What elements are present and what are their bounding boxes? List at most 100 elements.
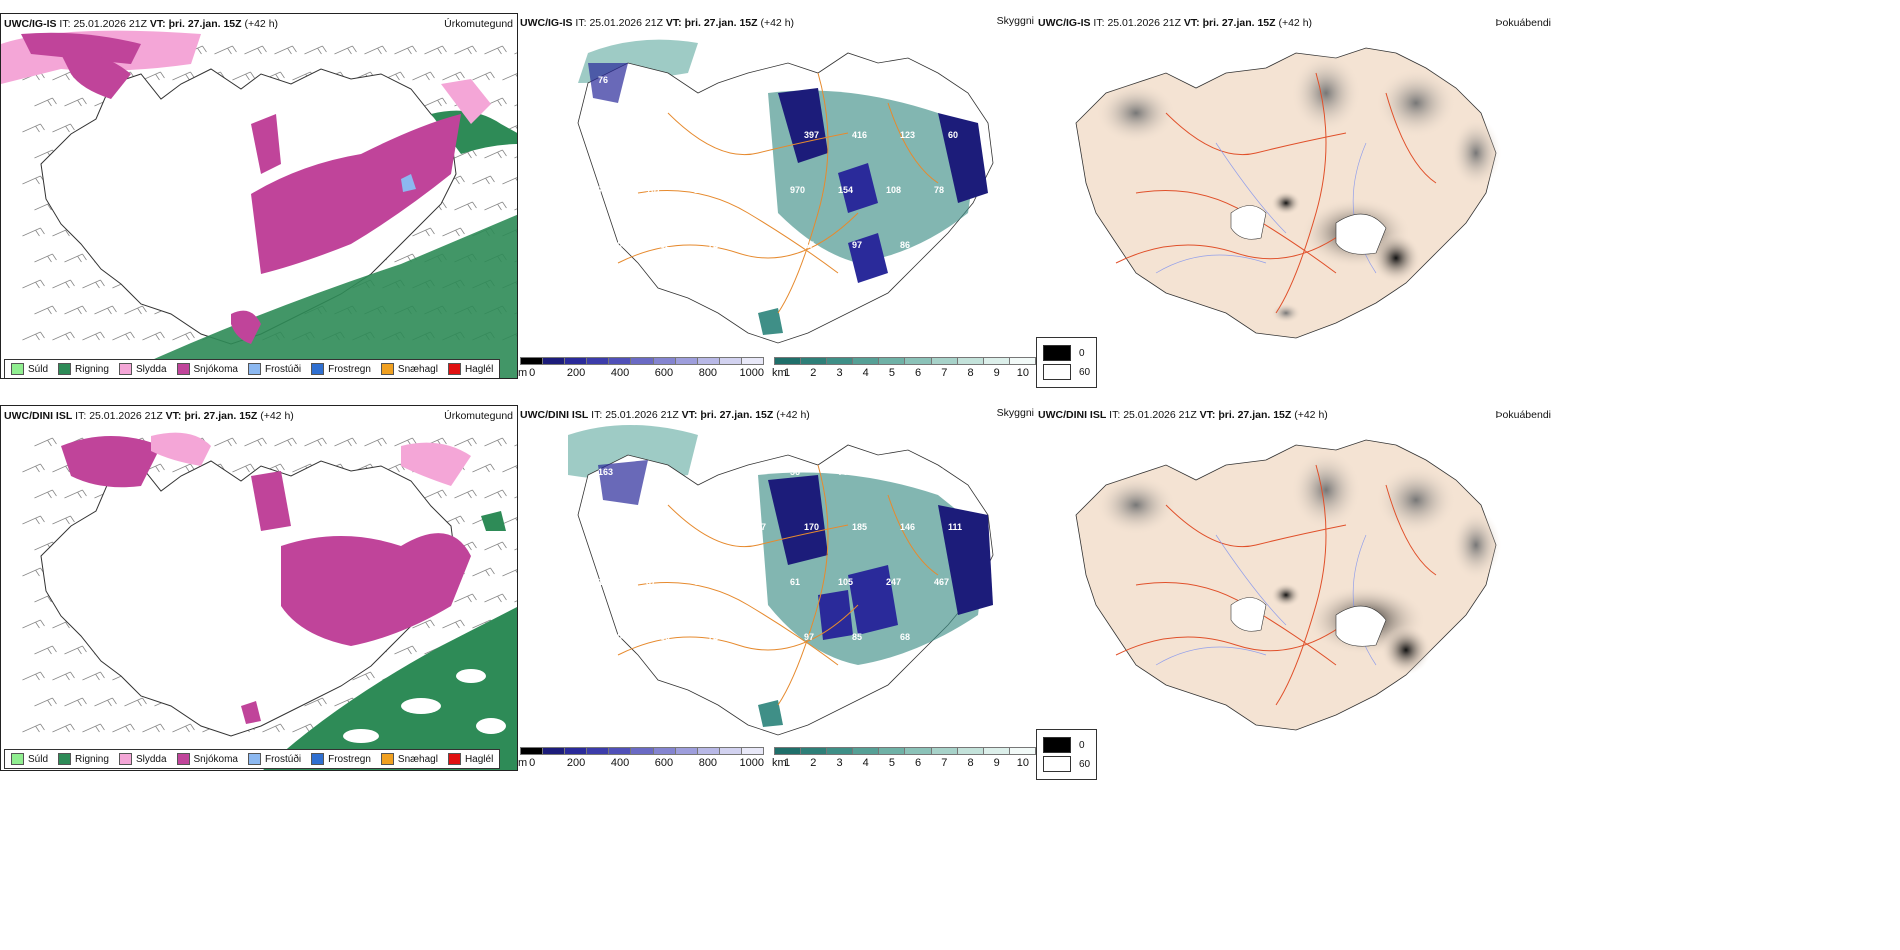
fog-map-bottom[interactable] bbox=[1036, 405, 1553, 771]
wind-barb bbox=[454, 437, 477, 447]
wind-barb bbox=[364, 45, 387, 55]
colorbar-tick-label: 7 bbox=[941, 367, 948, 379]
wind-barb bbox=[502, 569, 517, 577]
vt-value: þri. 27.jan. 15Z bbox=[700, 409, 774, 421]
legend-item: Frostregn bbox=[311, 753, 371, 765]
wind-barb bbox=[142, 331, 165, 341]
legend-item: Frostúði bbox=[247, 753, 301, 765]
visibility-value-label: 170 bbox=[804, 522, 819, 532]
wind-barb bbox=[484, 149, 507, 159]
legend-swatch bbox=[380, 363, 394, 375]
wind-barb bbox=[442, 227, 465, 237]
visibility-value-label: 76 bbox=[598, 75, 608, 85]
wind-barb bbox=[502, 73, 517, 81]
precip-legend: Súld Rigning Slydda Snjókoma Frostúði Frostre… bbox=[4, 749, 501, 769]
wind-barb bbox=[64, 305, 87, 315]
colorbar-segment bbox=[774, 357, 802, 365]
visibility-value-label: 105 bbox=[838, 577, 853, 587]
visibility-colorbar: 1 2 3 4 5 6 7 8 9 10 km bbox=[772, 357, 1036, 379]
colorbar-segment bbox=[675, 357, 698, 365]
legend-item: Súld bbox=[11, 363, 48, 375]
legend-label: Súld bbox=[28, 363, 49, 375]
colorbar-tick-label: 400 bbox=[610, 367, 630, 379]
wind-barb bbox=[484, 45, 507, 55]
it-label: IT: bbox=[1093, 17, 1105, 29]
it-value: 25.01.2026 21Z bbox=[73, 18, 147, 30]
panel-header: UWC/DINI ISL IT: 25.01.2026 21Z VT: þri.… bbox=[1038, 409, 1328, 421]
colorbar-segment bbox=[983, 747, 1010, 755]
wind-barb bbox=[214, 437, 237, 447]
colorbar-segment bbox=[827, 357, 854, 365]
wind-barb bbox=[304, 437, 327, 447]
colorbar-strip bbox=[520, 747, 765, 755]
wind-barb bbox=[52, 123, 75, 133]
colorbar-unit: km bbox=[772, 367, 787, 379]
legend-label: Frostregn bbox=[328, 753, 371, 765]
wind-barb bbox=[52, 279, 75, 289]
wind-barb bbox=[352, 671, 375, 681]
colorbar-tick-label: 200 bbox=[566, 757, 586, 769]
panel-header: UWC/IG-IS IT: 25.01.2026 21Z VT: þri. 27… bbox=[520, 17, 794, 29]
colorbar-segment bbox=[631, 357, 654, 365]
colorbar-segment bbox=[543, 747, 566, 755]
legend-swatch bbox=[247, 363, 261, 375]
colorbar-tick-label: 800 bbox=[698, 757, 718, 769]
wind-barb bbox=[304, 45, 327, 55]
wind-barb bbox=[394, 645, 417, 655]
legend-item: Snjókoma bbox=[176, 753, 238, 765]
visibility-value-label: 97 bbox=[804, 632, 814, 642]
visibility-value-label: 467 bbox=[934, 577, 949, 587]
colorbar-segment bbox=[719, 747, 742, 755]
precip-map-bottom[interactable] bbox=[1, 406, 518, 771]
legend-item: Haglél bbox=[447, 753, 493, 765]
visibility-value-label: 95 bbox=[838, 75, 848, 85]
wind-barb bbox=[472, 463, 495, 473]
wind-barb bbox=[484, 201, 507, 211]
model-name: UWC/IG-IS bbox=[520, 17, 573, 29]
visibility-panel-bottom: 163 121 92 72 56 70 89 14 45 109 88 27 170 185 146 111 1… bbox=[518, 405, 1036, 771]
wind-barb bbox=[112, 331, 135, 341]
fog-legend-label: 60 bbox=[1079, 758, 1091, 770]
visibility-value-label: 14 bbox=[934, 467, 944, 477]
wind-barb bbox=[34, 253, 57, 263]
legend-item: Frostregn bbox=[311, 363, 371, 375]
visibility-value-label: 72 bbox=[708, 632, 718, 642]
colorbar-tick-label: 8 bbox=[967, 757, 974, 769]
wind-barb bbox=[502, 177, 517, 185]
wind-barb bbox=[274, 45, 297, 55]
visibility-value-label: 61 bbox=[790, 577, 800, 587]
fog-map-top[interactable] bbox=[1036, 13, 1553, 379]
fog-legend-swatch bbox=[1043, 737, 1071, 753]
wind-barb bbox=[124, 697, 147, 707]
visibility-value-label: 56 bbox=[790, 467, 800, 477]
panel-title: Skyggni bbox=[996, 407, 1034, 419]
wind-barb bbox=[34, 697, 57, 707]
lead-time: (+42 h) bbox=[260, 410, 294, 422]
visibility-value-label: 37 bbox=[646, 577, 656, 587]
visibility-value-label: 89 bbox=[886, 467, 896, 477]
visibility-value-label: 121 bbox=[646, 467, 661, 477]
colorbar-segment bbox=[631, 747, 654, 755]
vt-label: VT: bbox=[681, 409, 698, 421]
colorbar-tick-label: 3 bbox=[836, 757, 843, 769]
wind-barb bbox=[52, 331, 75, 341]
legend-item: Snæhagl bbox=[380, 363, 438, 375]
fog-legend-swatch bbox=[1043, 364, 1071, 380]
fog-legend: 0 60 bbox=[1036, 337, 1098, 388]
colorbar-strip bbox=[520, 357, 765, 365]
model-name: UWC/DINI ISL bbox=[4, 410, 73, 422]
colorbar-ticks: 0 200 400 600 800 1000 bbox=[520, 757, 764, 771]
legend-item: Frostúði bbox=[247, 363, 301, 375]
wind-barb bbox=[424, 45, 447, 55]
wind-barb bbox=[274, 437, 297, 447]
colorbar-tick-label: 4 bbox=[862, 367, 869, 379]
wind-barb bbox=[22, 619, 45, 629]
visibility-value-label: 68 bbox=[900, 632, 910, 642]
wind-barb bbox=[64, 489, 87, 499]
precip-map-top[interactable] bbox=[1, 14, 518, 379]
fog-legend-row: 0 bbox=[1043, 345, 1090, 361]
visibility-value-label: 86 bbox=[900, 240, 910, 250]
vt-label: VT: bbox=[165, 410, 182, 422]
